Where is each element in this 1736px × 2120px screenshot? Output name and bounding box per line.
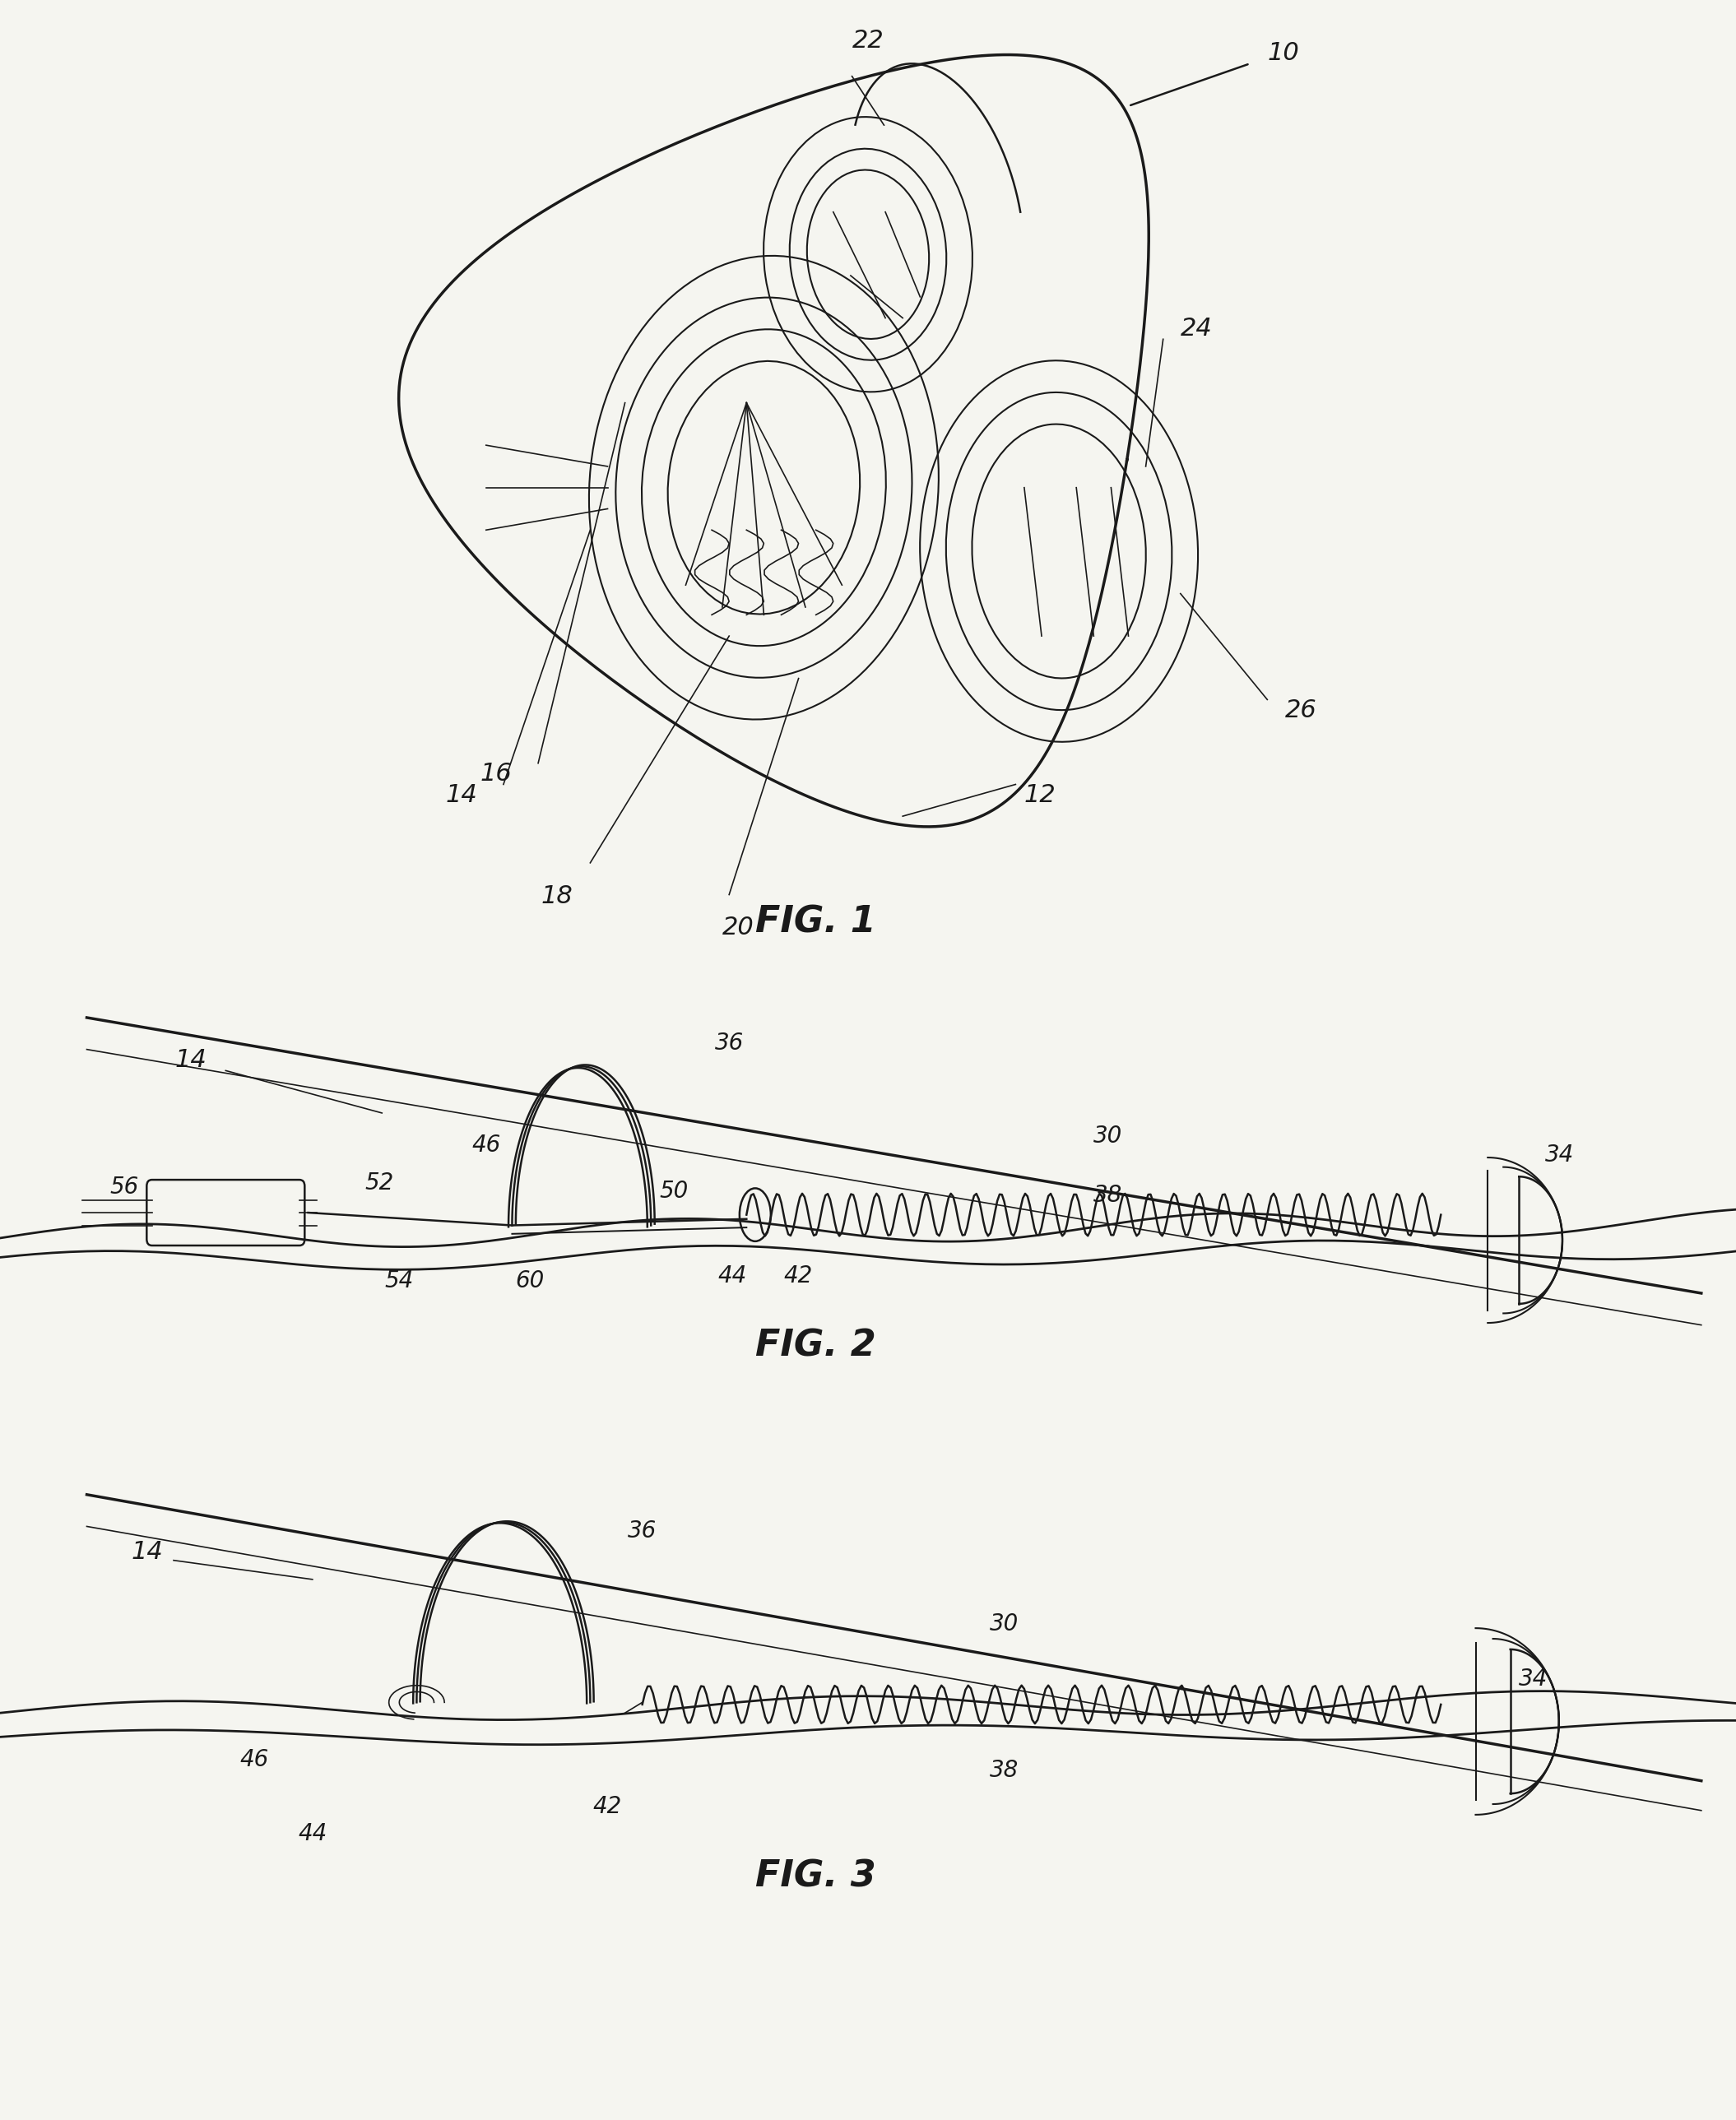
Text: 42: 42 — [785, 1266, 812, 1287]
Text: 54: 54 — [385, 1270, 413, 1291]
Text: 36: 36 — [715, 1032, 743, 1054]
Text: 20: 20 — [722, 916, 753, 939]
Text: 24: 24 — [1180, 316, 1212, 341]
Text: 14: 14 — [132, 1539, 163, 1565]
Text: 36: 36 — [628, 1520, 656, 1541]
Text: 38: 38 — [990, 1760, 1019, 1781]
Text: 38: 38 — [1094, 1185, 1123, 1206]
Text: FIG. 3: FIG. 3 — [755, 1859, 877, 1893]
Text: 34: 34 — [1519, 1668, 1549, 1690]
Text: FIG. 1: FIG. 1 — [755, 905, 877, 939]
Text: 30: 30 — [1094, 1126, 1123, 1147]
Text: 60: 60 — [516, 1270, 543, 1291]
Text: 18: 18 — [542, 884, 573, 907]
Text: 30: 30 — [990, 1613, 1019, 1635]
Text: 14: 14 — [446, 782, 477, 808]
Text: 56: 56 — [109, 1177, 139, 1198]
Text: 42: 42 — [594, 1796, 621, 1817]
Text: 34: 34 — [1545, 1145, 1575, 1166]
Text: 14: 14 — [175, 1047, 207, 1073]
Text: 46: 46 — [240, 1749, 269, 1770]
Text: 10: 10 — [1267, 40, 1299, 66]
Text: 46: 46 — [472, 1134, 500, 1155]
Text: 22: 22 — [852, 30, 884, 53]
Text: 12: 12 — [1024, 782, 1055, 808]
Text: 44: 44 — [717, 1266, 746, 1287]
Text: 52: 52 — [365, 1172, 394, 1194]
Text: 50: 50 — [660, 1181, 689, 1202]
Text: FIG. 2: FIG. 2 — [755, 1329, 877, 1363]
Text: 26: 26 — [1285, 697, 1316, 723]
Text: 44: 44 — [299, 1823, 326, 1844]
Text: 16: 16 — [481, 761, 512, 787]
